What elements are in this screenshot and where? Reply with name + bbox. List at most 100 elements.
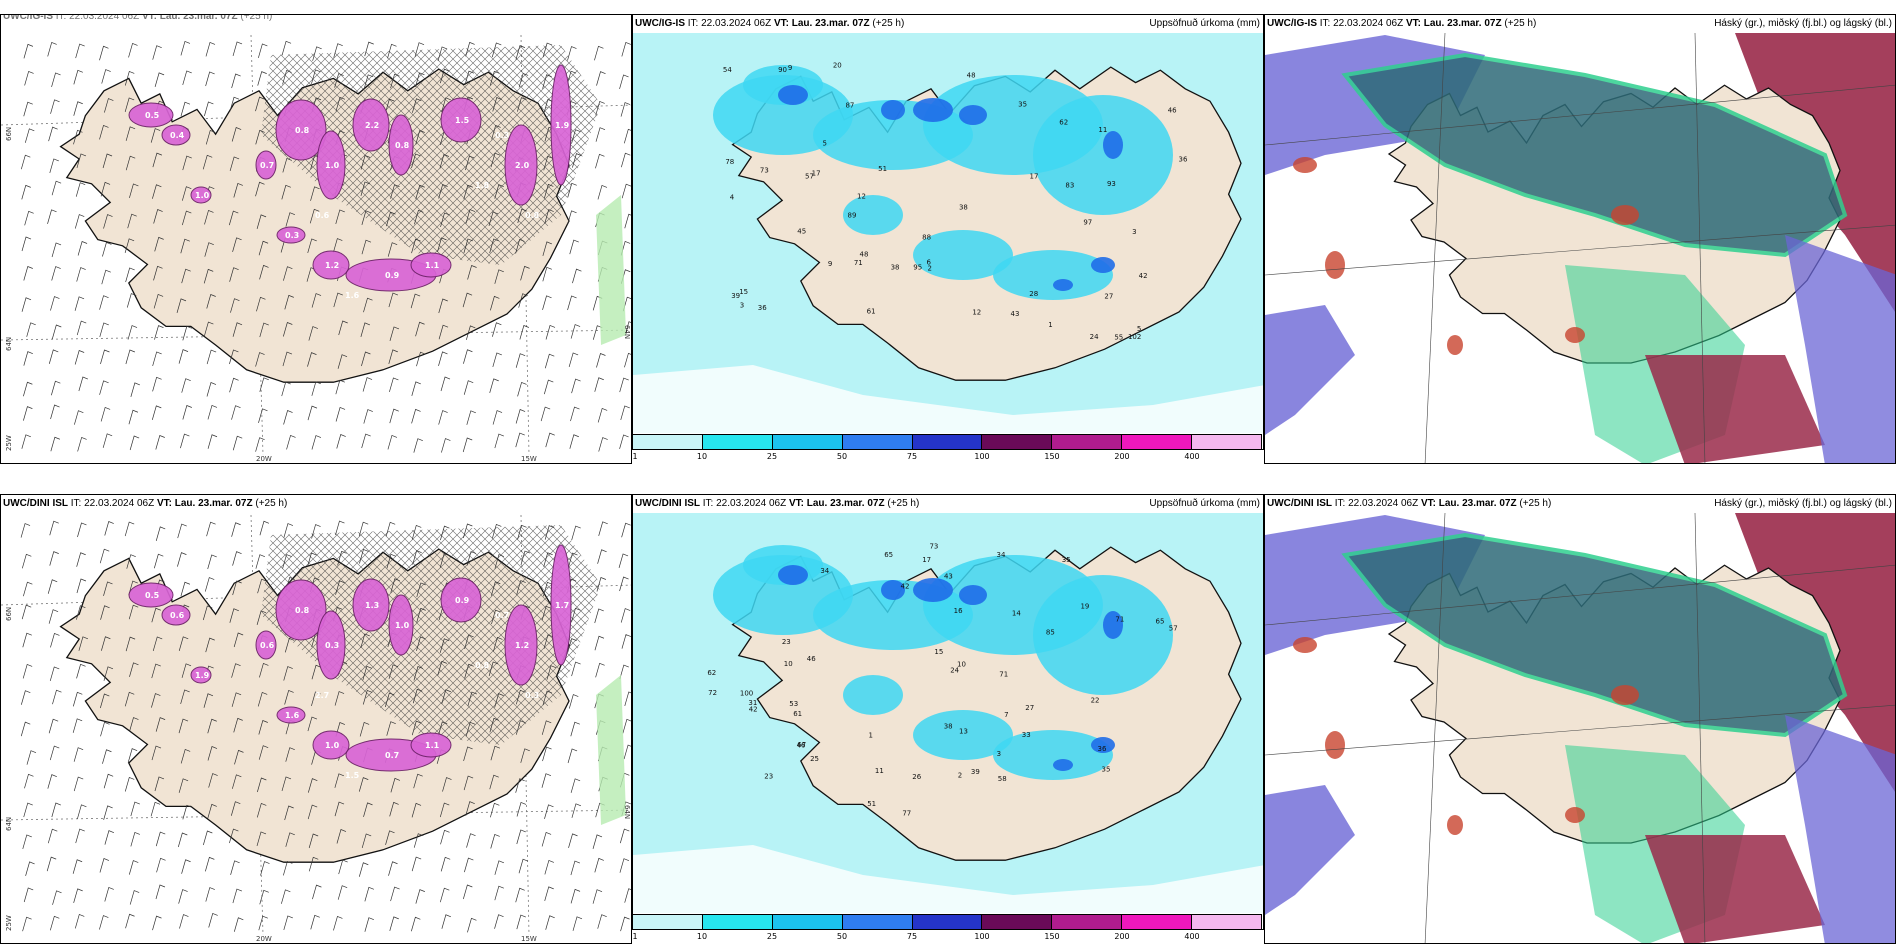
colorbar-tick: 200: [1114, 452, 1130, 461]
snow-depth-blob: [316, 610, 346, 680]
lat-label-right: 64N: [623, 325, 631, 339]
colorbar-swatch: [702, 915, 773, 929]
precip-value-label: 53: [789, 700, 798, 708]
wind-value-label: 0.7: [260, 161, 274, 170]
high-cloud: [1341, 532, 1848, 738]
precip-value-label: 62: [1059, 118, 1068, 126]
precip-core: [1103, 131, 1123, 159]
colorbar-swatch: [842, 435, 913, 449]
precip-value-label: 27: [1025, 704, 1034, 712]
precip-value-label: 73: [760, 167, 769, 175]
lat-label: 64N: [5, 817, 13, 831]
precip-value-label: 89: [848, 211, 857, 219]
precip-value-label: 62: [707, 669, 716, 677]
colorbar-tick: 400: [1184, 932, 1200, 941]
colorbar-swatch: [1122, 915, 1193, 929]
colorbar-swatch: [1052, 915, 1123, 929]
wind-value-label: 0.3: [525, 691, 539, 700]
colorbar-tick: 75: [906, 932, 918, 941]
precip-value-label: 72: [708, 689, 717, 697]
precip-value-label: 46: [797, 741, 806, 749]
wind-value-label: 1.0: [395, 621, 410, 630]
cloud-map: [1265, 32, 1895, 463]
wind-value-label: 0.6: [170, 611, 185, 620]
precip-value-label: 61: [793, 710, 802, 718]
precip-area: [913, 230, 1013, 280]
precip-area: [993, 730, 1113, 780]
precip-value-label: 13: [959, 727, 968, 735]
precip-value-label: 51: [878, 165, 887, 173]
precip-value-label: 77: [902, 809, 911, 817]
wind-value-label: 1.9: [195, 671, 210, 680]
snow-depth-blob: [255, 630, 277, 660]
precip-value-label: 16: [954, 607, 963, 615]
lat-label: 66N: [5, 607, 13, 621]
precip-value-label: 1: [869, 732, 873, 740]
precip-core: [881, 100, 905, 120]
precip-area: [843, 675, 903, 715]
precip-colorbar-bottom: [632, 914, 1262, 930]
colorbar-swatch: [912, 435, 983, 449]
colorbar-swatch: [772, 435, 843, 449]
lat-label: 66N: [5, 127, 13, 141]
colorbar-tick: 50: [836, 932, 848, 941]
lon-label: 15W: [521, 455, 537, 463]
wind-value-label: 1.8: [475, 181, 490, 190]
precip-value-label: 83: [1065, 182, 1074, 190]
wind-value-label: 0.3: [325, 641, 339, 650]
snow-depth-blob: [276, 706, 306, 724]
precip-value-label: 46: [1168, 107, 1177, 115]
panel-title: UWC/DINI ISL IT: 22.03.2024 06Z VT: Lau.…: [633, 495, 1263, 513]
precip-value-label: 1: [1048, 321, 1052, 329]
precip-core: [959, 105, 987, 125]
colorbar-tick: 10: [696, 932, 708, 941]
wind-value-label: 1.3: [365, 601, 379, 610]
precip-value-label: 2: [928, 265, 932, 273]
snow-depth-blob: [388, 114, 414, 176]
precip-value-label: 24: [1090, 333, 1099, 341]
precip-value-label: 35: [1018, 100, 1027, 108]
colorbar-tick: 10: [696, 452, 708, 461]
precip-value-label: 38: [944, 722, 953, 730]
precip-value-label: 14: [1012, 609, 1021, 617]
colorbar-swatch: [912, 915, 983, 929]
precip-value-label: 3: [1132, 228, 1136, 236]
snow-depth-blob: [410, 252, 452, 278]
snow-depth-blob: [276, 226, 306, 244]
wind-value-label: 1.2: [515, 641, 529, 650]
panel-title: UWC/DINI ISL IT: 22.03.2024 06Z VT: Lau.…: [1265, 495, 1895, 513]
colorbar-swatch: [982, 435, 1053, 449]
colorbar-tick: 25: [766, 932, 778, 941]
precip-core: [1053, 279, 1073, 291]
snow-depth-blob: [504, 124, 538, 206]
panel-title: UWC/IG-IS IT: 22.03.2024 06Z VT: Lau. 23…: [633, 15, 1263, 33]
wind-value-label: 0.5: [145, 591, 160, 600]
precip-value-label: 15: [739, 288, 748, 296]
snow-depth-blob: [352, 578, 390, 632]
cloud-panel-top: UWC/IG-IS IT: 22.03.2024 06Z VT: Lau. 23…: [1264, 14, 1896, 464]
precip-value-label: 15: [934, 648, 943, 656]
precip-value-label: 12: [857, 192, 866, 200]
precip-value-label: 65: [884, 551, 893, 559]
precip-value-label: 38: [891, 264, 900, 272]
colorbar-swatch: [633, 435, 703, 449]
precip-value-label: 38: [959, 204, 968, 212]
snow-depth-blob: [128, 582, 174, 608]
colorbar-tick: 100: [974, 452, 990, 461]
precip-core: [881, 580, 905, 600]
precip-value-label: 100: [740, 689, 753, 697]
precip-value-label: 26: [912, 773, 921, 781]
precip-value-label: 48: [860, 250, 869, 258]
colorbar-swatch: [842, 915, 913, 929]
precip-area: [913, 710, 1013, 760]
panel-title: UWC/IG-IS IT: 22.03.2024 06Z VT: Lau. 23…: [1265, 15, 1895, 33]
precip-value-label: 57: [805, 172, 814, 180]
precip-value-label: 11: [1098, 126, 1107, 134]
wind-value-label: 1.0: [195, 191, 210, 200]
precip-core: [778, 565, 808, 585]
wind-panel-top: UWC/IG-IS IT: 22.03.2024 06Z VT: Lau. 23…: [0, 14, 632, 464]
lat-label: 25W: [5, 435, 13, 451]
wind-value-label: 0.6: [260, 641, 275, 650]
precip-value-label: 78: [725, 158, 734, 166]
